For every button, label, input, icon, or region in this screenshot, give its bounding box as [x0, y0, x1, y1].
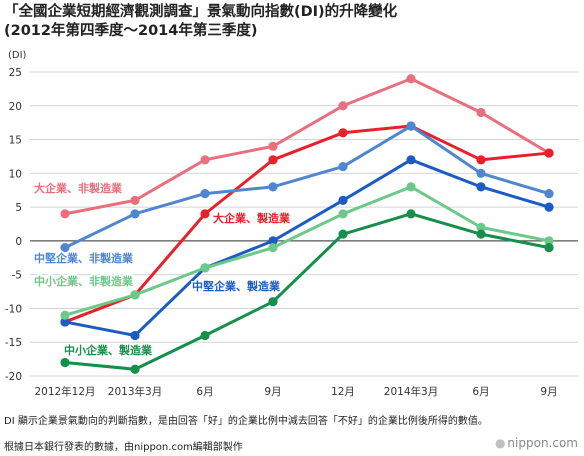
- x-tick-label: 9月: [540, 386, 557, 398]
- x-tick-label: 6月: [196, 386, 213, 398]
- brand-dot-icon: ●: [494, 436, 506, 450]
- y-tick-label: 0: [15, 236, 22, 248]
- series-point-3: [476, 168, 486, 178]
- series-point-6: [406, 209, 416, 219]
- series-point-5: [476, 222, 486, 232]
- series-label-4: 中堅企業、製造業: [192, 279, 281, 293]
- series-point-4: [406, 155, 416, 165]
- series-label-5: 中小企業、非製造業: [34, 274, 134, 288]
- series-point-5: [338, 209, 348, 219]
- x-tick-label: 6月: [472, 386, 489, 398]
- x-tick-label: 2013年3月: [108, 385, 162, 398]
- series-point-5: [406, 182, 416, 192]
- series-point-6: [60, 357, 70, 368]
- y-tick-label: -5: [12, 270, 22, 282]
- series-point-1: [60, 209, 70, 219]
- series-point-4: [60, 317, 70, 327]
- chart-footnote: DI 顯示企業景氣動向的判斷指數，是由回答「好」的企業比例中減去回答「不好」的企…: [4, 416, 488, 427]
- series-point-1: [130, 195, 140, 205]
- series-point-2: [200, 209, 210, 219]
- y-tick-label: -20: [5, 371, 22, 383]
- series-point-1: [406, 74, 416, 84]
- series-point-2: [544, 148, 554, 158]
- series-point-4: [338, 195, 348, 205]
- y-tick-label: -15: [5, 337, 22, 349]
- chart-title: 「全國企業短期經濟觀測調查」景氣動向指數(DI)的升降變化 (2012年第四季度…: [4, 3, 580, 41]
- series-point-3: [268, 182, 278, 192]
- series-point-6: [200, 330, 210, 341]
- series-line-2: [63, 124, 551, 324]
- y-tick-label: 10: [9, 168, 22, 180]
- chart-source: 根據日本銀行發表的數據，由nippon.com編輯部製作: [4, 442, 243, 453]
- series-label-6: 中小企業、製造業: [64, 343, 153, 357]
- series-point-2: [476, 155, 486, 165]
- y-axis-label: (DI): [8, 50, 27, 61]
- x-tick-label: 2012年12月: [34, 385, 95, 398]
- series-line-6: [63, 212, 551, 371]
- series-point-1: [200, 155, 210, 165]
- series-point-3: [200, 189, 210, 199]
- series-point-5: [268, 243, 278, 253]
- y-tick-label: 25: [9, 67, 22, 79]
- series-point-6: [338, 229, 348, 239]
- series-point-1: [268, 141, 278, 151]
- series-point-3: [338, 161, 348, 172]
- series-point-4: [130, 330, 140, 341]
- series-point-3: [60, 243, 70, 253]
- y-tick-label: -10: [5, 303, 22, 315]
- series-point-5: [130, 290, 140, 300]
- series-point-1: [476, 107, 486, 118]
- series-point-6: [130, 364, 140, 374]
- series-point-3: [544, 189, 554, 199]
- series-line-3: [63, 124, 551, 250]
- series-point-2: [338, 128, 348, 138]
- series-point-6: [268, 297, 278, 307]
- series-point-4: [268, 236, 278, 246]
- brand-logo: ● nippon.com: [495, 436, 578, 450]
- series-line-4: [63, 158, 551, 337]
- x-tick-label: 12月: [331, 386, 355, 398]
- series-label-3: 中堅企業、非製造業: [34, 251, 134, 265]
- series-point-6: [476, 229, 486, 239]
- y-tick-label: 20: [9, 101, 22, 113]
- brand-text: nippon.com: [507, 436, 578, 450]
- y-tick-label: 15: [9, 135, 22, 147]
- series-point-3: [130, 209, 140, 219]
- series-label-2: 大企業、製造業: [213, 211, 291, 225]
- series-point-5: [60, 310, 70, 320]
- series-point-1: [338, 101, 348, 111]
- series-point-6: [544, 243, 554, 253]
- series-point-3: [406, 121, 416, 131]
- series-point-5: [200, 263, 210, 273]
- chart-title-line2: (2012年第四季度〜2014年第三季度): [4, 23, 258, 39]
- chart-title-line1: 「全國企業短期經濟觀測調查」景氣動向指數(DI)的升降變化: [4, 4, 398, 20]
- x-tick-label: 9月: [264, 386, 281, 398]
- series-line-1: [63, 77, 551, 216]
- series-point-4: [476, 182, 486, 192]
- series-point-2: [268, 155, 278, 165]
- series-line-5: [63, 185, 551, 317]
- y-tick-label: 5: [15, 202, 22, 214]
- series-point-5: [544, 236, 554, 246]
- series-point-4: [544, 202, 554, 212]
- series-label-1: 大企業、非製造業: [34, 181, 123, 195]
- x-tick-label: 2014年3月: [384, 385, 438, 398]
